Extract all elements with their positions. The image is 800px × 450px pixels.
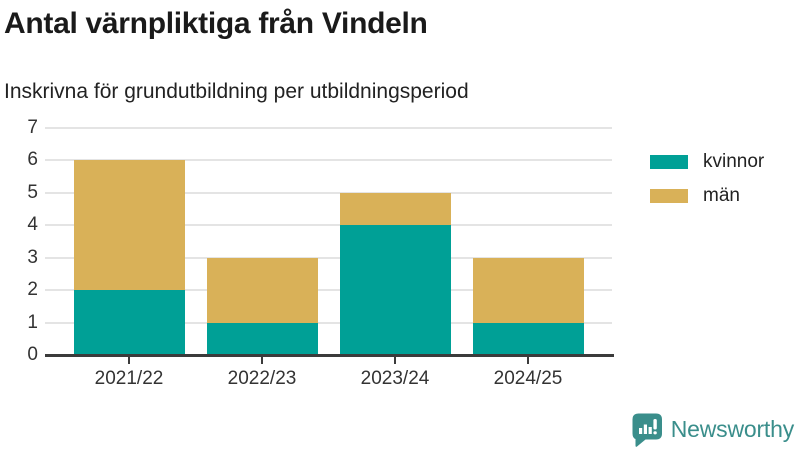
bar-segment-män-2022/23 xyxy=(206,257,318,323)
x-tick-2021/22 xyxy=(128,357,130,364)
x-tick-2024/25 xyxy=(527,357,529,364)
bar-segment-män-2024/25 xyxy=(472,257,584,323)
legend-swatch-män xyxy=(650,189,688,203)
newsworthy-branding: Newsworthy xyxy=(631,412,794,447)
bar-segment-kvinnor-2021/22 xyxy=(73,290,185,355)
chart-subtitle: Inskrivna för grundutbildning per utbild… xyxy=(4,80,469,103)
legend-swatch-kvinnor xyxy=(650,155,688,169)
gridline-y-3 xyxy=(45,256,612,259)
plot-area xyxy=(45,127,612,355)
legend-item-kvinnor: kvinnor xyxy=(650,151,764,173)
legend-label-kvinnor: kvinnor xyxy=(703,151,765,172)
x-axis-line xyxy=(45,354,614,357)
bar-segment-män-2021/22 xyxy=(73,160,185,291)
y-tick-label-3: 3 xyxy=(27,246,38,268)
y-tick-label-1: 1 xyxy=(27,311,38,333)
y-tick-label-5: 5 xyxy=(27,181,38,203)
bar-segment-kvinnor-2022/23 xyxy=(206,322,318,355)
bar-segment-män-2023/24 xyxy=(339,192,451,226)
gridline-y-2 xyxy=(45,289,612,292)
legend: kvinnor män xyxy=(650,151,764,207)
x-tick-label-2022/23: 2022/23 xyxy=(227,368,297,389)
gridline-y-6 xyxy=(45,159,612,162)
x-tick-label-2024/25: 2024/25 xyxy=(493,368,563,389)
y-tick-label-6: 6 xyxy=(27,149,38,171)
y-tick-label-0: 0 xyxy=(27,344,38,365)
newsworthy-speech-bubble-chart-icon xyxy=(632,413,662,447)
bar-segment-kvinnor-2024/25 xyxy=(472,322,584,355)
x-tick-label-2023/24: 2023/24 xyxy=(360,368,430,389)
gridline-y-5 xyxy=(45,191,612,194)
legend-item-män: män xyxy=(650,185,764,207)
x-tick-2022/23 xyxy=(261,357,263,364)
y-tick-label-4: 4 xyxy=(27,214,38,236)
gridline-y-7 xyxy=(45,127,612,129)
y-tick-label-7: 7 xyxy=(27,117,38,138)
x-tick-label-2021/22: 2021/22 xyxy=(94,368,164,389)
newsworthy-logo-text: Newsworthy xyxy=(670,416,794,442)
y-tick-label-2: 2 xyxy=(27,279,38,301)
chart-title: Antal värnpliktiga från Vindeln xyxy=(4,7,428,40)
gridline-y-4 xyxy=(45,224,612,227)
legend-label-män: män xyxy=(703,185,740,206)
x-tick-2023/24 xyxy=(394,357,396,364)
bar-segment-kvinnor-2023/24 xyxy=(339,225,451,355)
gridline-y-1 xyxy=(45,321,612,324)
